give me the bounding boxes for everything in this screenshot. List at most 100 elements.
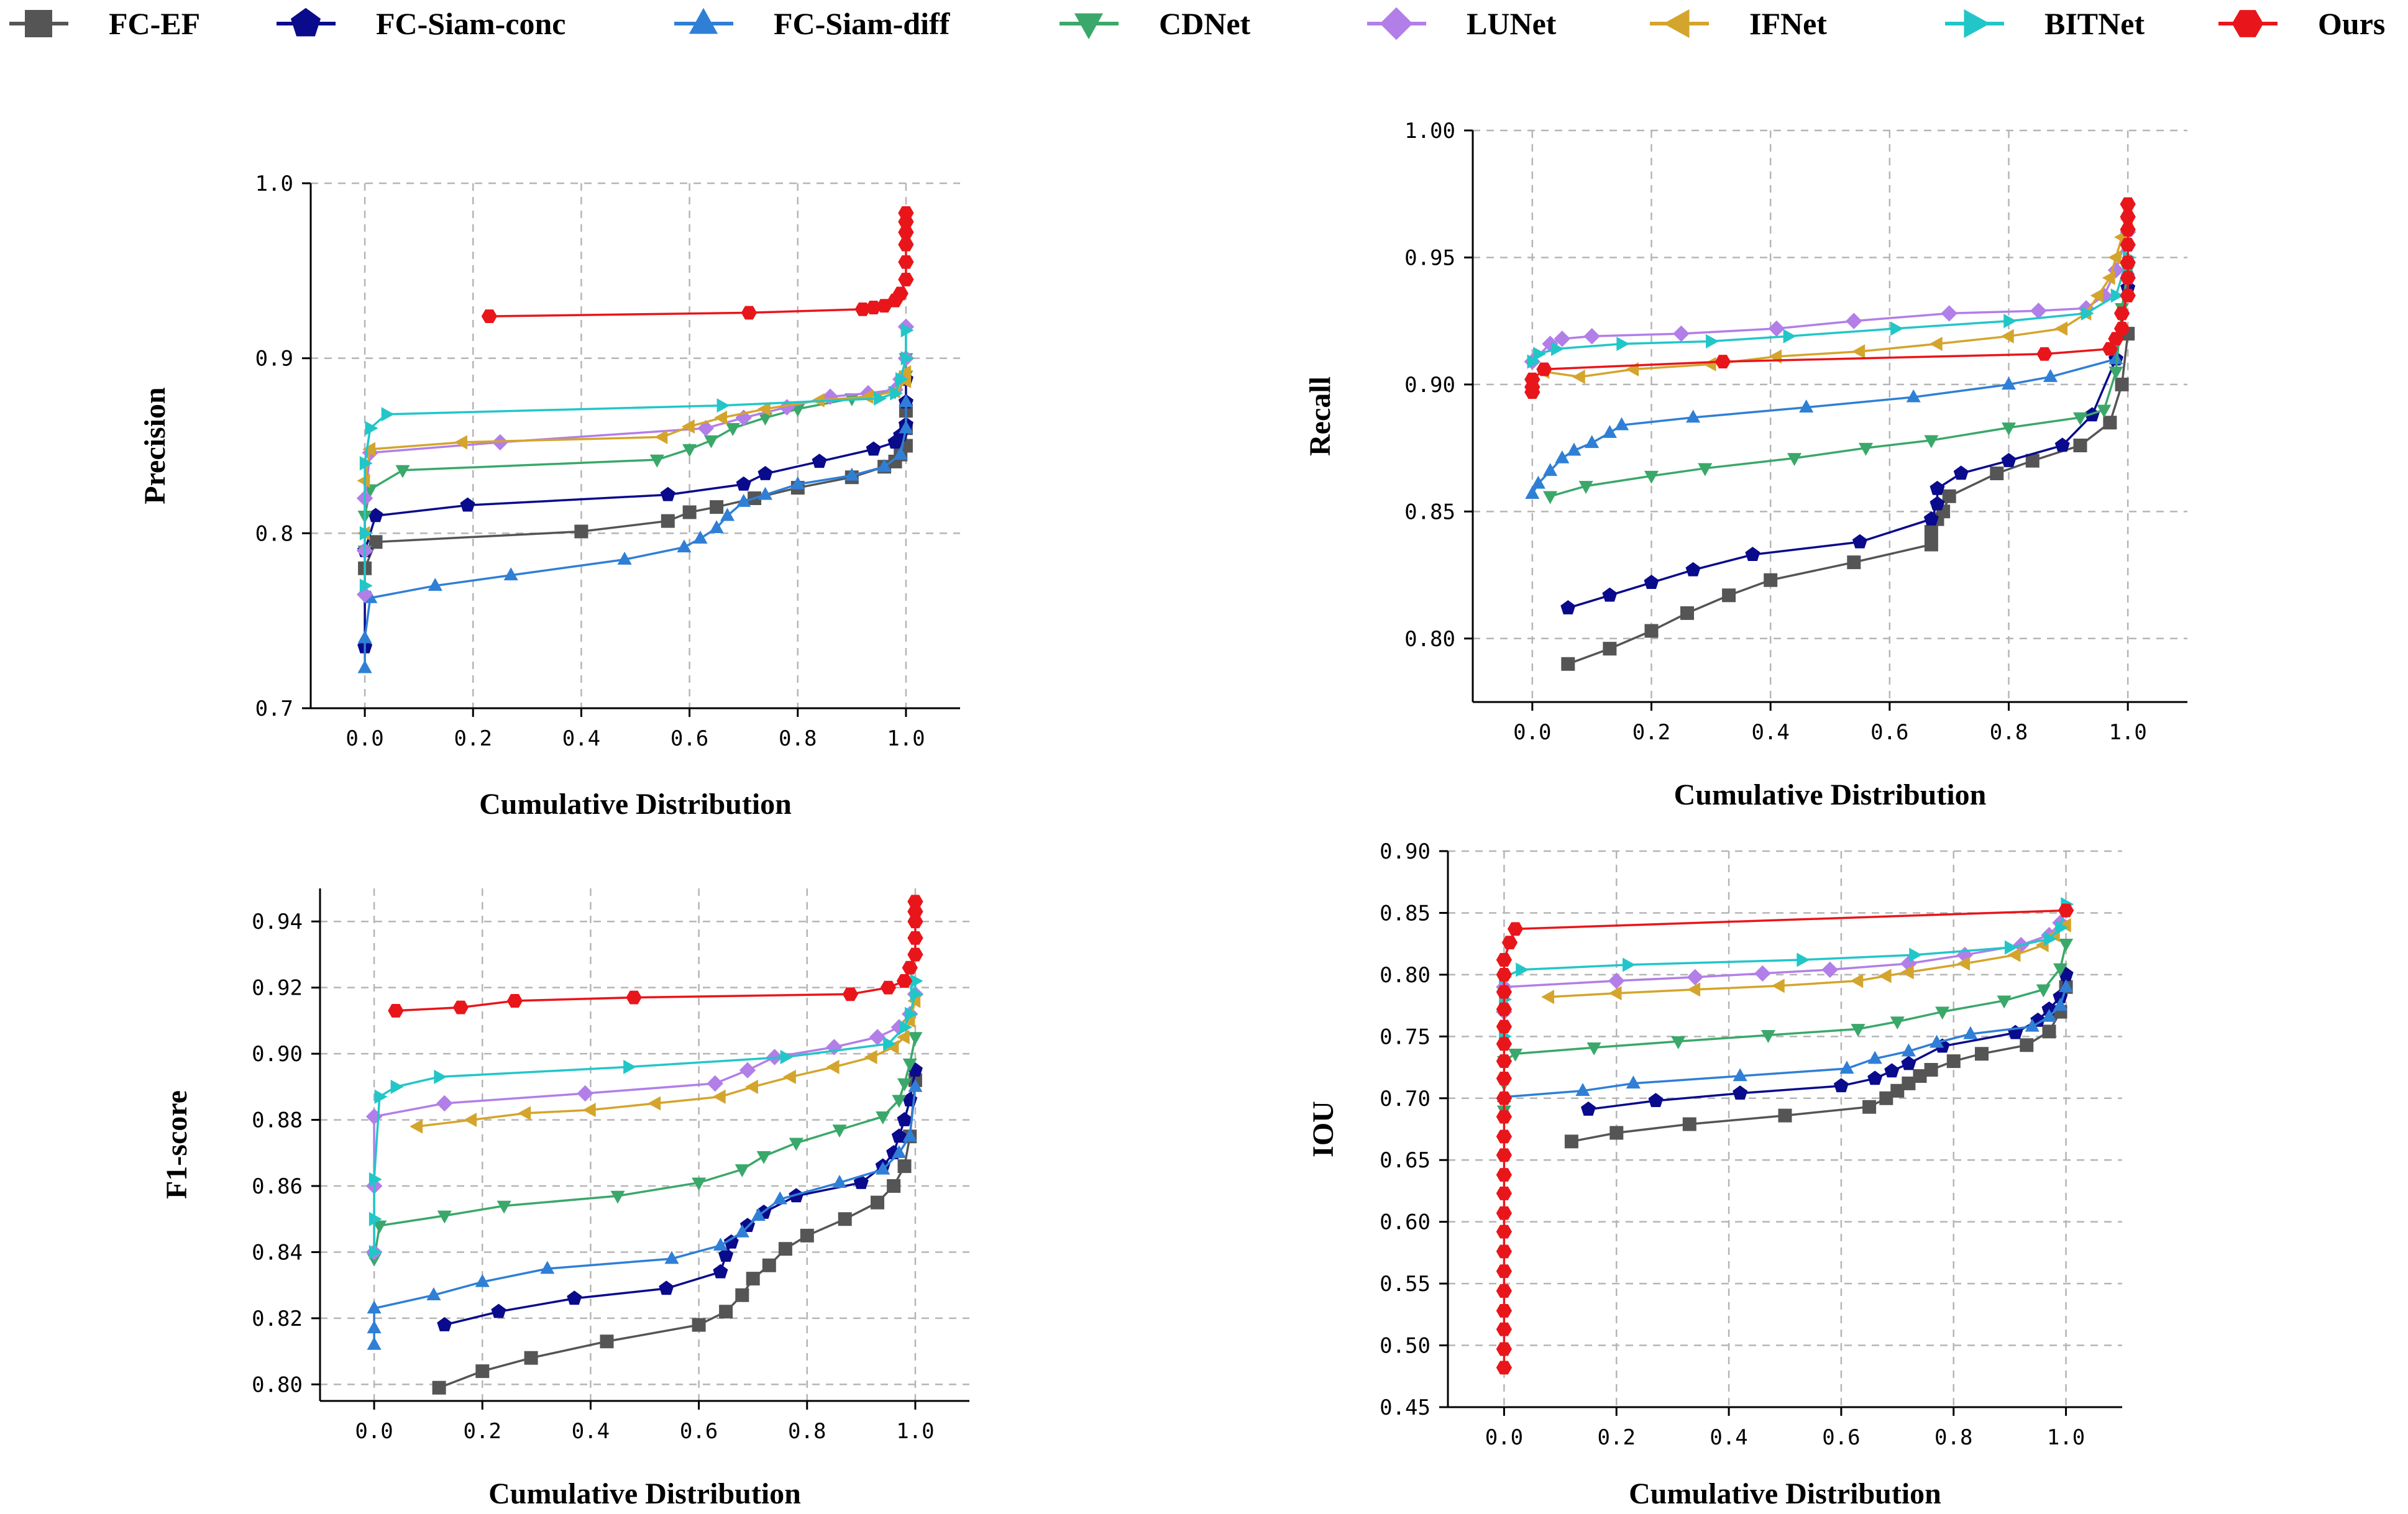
point-cdnet [682,444,697,457]
point-ifnet [2102,270,2115,285]
point-fc-ef [1975,1047,1989,1061]
point-bitnet [883,1036,897,1051]
x-axis-title: Cumulative Distribution [1629,1477,1941,1510]
point-fc-siam-conc [758,465,773,480]
point-bitnet [434,1069,447,1084]
point-fc-siam-diff [758,486,773,500]
point-fc-ef [746,1272,760,1286]
legend-label-bitnet: BITNet [2044,6,2145,41]
point-bitnet [2110,288,2124,303]
point-ours [907,931,923,945]
point-fc-siam-conc [1901,1056,1916,1070]
point-fc-siam-diff [367,1300,382,1314]
iou-chart: 0.0 0.2 0.4 0.6 0.8 1.0 0.45 0.50 0.55 0.60 0.65 0.… [1307,839,2122,1510]
point-fc-siam-conc [2054,437,2070,452]
legend-item-bitnet: BITNet [1945,6,2145,41]
point-fc-siam-conc [718,1247,734,1262]
point-fc-ef [1764,573,1778,587]
point-fc-siam-diff [735,1224,749,1238]
point-ours [1496,1037,1513,1051]
point-ifnet [410,1119,423,1134]
point-ours [2120,271,2136,285]
legend-label-lunet: LUNet [1467,6,1557,41]
legend-item-fc-siam-diff: FC-Siam-diff [674,6,951,41]
point-fc-siam-diff [503,567,518,581]
point-lunet [739,1062,756,1078]
y-tick-label: 0.60 [1380,1210,1431,1235]
point-fc-siam-diff [2041,1008,2057,1022]
point-ifnet [2007,947,2021,962]
point-fc-ef [1682,1117,1696,1131]
point-fc-ef [2103,416,2117,430]
series-fc-ef [358,404,913,575]
y-tick-label: 0.82 [252,1307,303,1331]
x-tick-label: 0.2 [1632,720,1670,745]
point-fc-siam-diff [899,394,913,408]
point-ours [2120,210,2136,224]
y-tick-label: 0.94 [252,910,303,934]
x-tick-label: 0.4 [1751,720,1789,745]
series-fc-ef [1564,980,2073,1149]
point-fc-siam-diff [664,1251,679,1264]
point-ifnet [826,1059,840,1074]
point-bitnet [1890,321,1904,336]
point-ifnet [782,1069,796,1084]
point-fc-siam-diff [367,1336,382,1350]
point-fc-ef [692,1318,706,1332]
precision-chart: 0.0 0.2 0.4 0.6 0.8 1.0 0.7 0.8 0.9 1.0 Cumulative… [139,171,960,821]
point-fc-siam-diff [2025,1018,2039,1032]
y-tick-label: 0.75 [1380,1024,1431,1049]
y-tick-label: 0.86 [252,1174,303,1199]
point-fc-siam-conc [660,486,675,501]
x-tick-label: 0.2 [464,1419,501,1444]
point-cdnet [1924,435,1939,449]
point-ours [1496,1129,1513,1144]
point-ours [1496,1148,1513,1162]
point-bitnet [899,1019,913,1035]
point-fc-siam-diff [2059,979,2074,993]
point-fc-ef [475,1364,490,1379]
point-bitnet [2003,314,2017,329]
point-fc-ef [1879,1091,1893,1105]
x-tick-label: 0.0 [1513,720,1551,745]
point-ifnet [2090,288,2104,303]
y-tick-label: 0.50 [1380,1334,1431,1359]
point-ours [2113,321,2130,335]
x-tick-label: 0.4 [572,1419,610,1444]
series-line-ours [1531,204,2129,393]
point-ours [907,895,923,909]
x-tick-label: 0.8 [1990,720,2028,745]
legend-item-ifnet: IFNet [1650,6,1827,41]
point-fc-ef [1890,1083,1905,1098]
x-tick-label: 0.6 [680,1419,718,1444]
point-cdnet [1858,442,1874,456]
point-fc-siam-diff [908,1078,923,1092]
point-cdnet [758,413,773,426]
point-ours [481,309,498,324]
point-fc-siam-diff [693,531,708,544]
point-bitnet [910,974,923,988]
point-ours [2120,197,2136,211]
x-tick-label: 1.0 [2108,720,2146,745]
series-fc-siam-conc [437,1062,923,1331]
point-bitnet [369,1211,382,1226]
point-ifnet [654,429,668,444]
point-fc-ef [1862,1100,1877,1114]
point-bitnet [381,407,395,422]
point-fc-siam-diff [357,660,372,673]
point-ifnet [2000,329,2014,344]
point-fc-ef [1942,489,1956,503]
point-fc-ef [2115,377,2129,391]
point-fc-ef [1946,1054,1961,1069]
point-fc-ef [1847,555,1861,570]
point-ours [1524,372,1540,386]
point-cdnet [2059,938,2074,952]
point-fc-ef [2025,454,2039,468]
point-ours [898,255,914,269]
series-bitnet [1527,250,2136,369]
point-fc-ef [1722,588,1736,603]
point-cdnet [2001,422,2017,436]
point-fc-siam-diff [677,539,692,553]
y-tick-label: 0.92 [252,976,303,1001]
